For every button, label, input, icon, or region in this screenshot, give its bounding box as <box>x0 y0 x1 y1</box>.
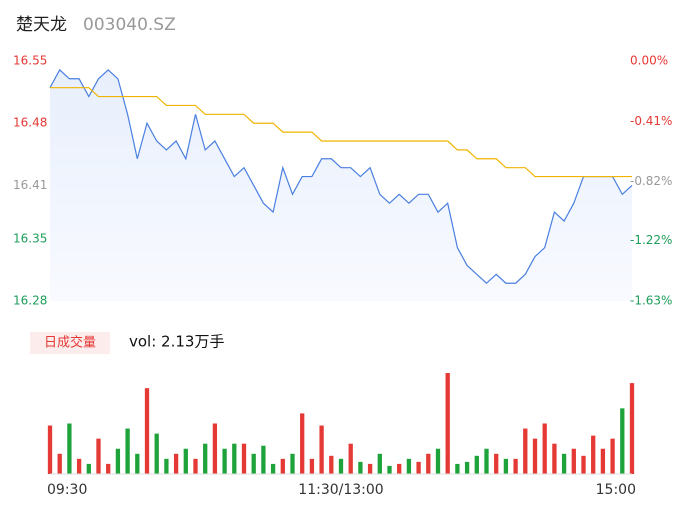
volume-tag: 日成交量 <box>44 335 96 351</box>
y-tick-label: 16.28 <box>13 294 47 308</box>
volume-bar <box>620 408 625 474</box>
volume-bar <box>203 443 208 474</box>
volume-bar <box>144 388 150 474</box>
stock-name: 楚天龙 <box>16 15 67 35</box>
volume-bar <box>426 453 431 474</box>
volume-bar <box>290 453 295 474</box>
volume-bar <box>610 438 615 474</box>
volume-bar <box>212 423 218 474</box>
y2-tick-label: 0.00% <box>630 54 668 68</box>
volume-bar <box>377 453 382 474</box>
volume-bar <box>154 433 159 474</box>
volume-bar <box>232 443 237 474</box>
volume-bar <box>494 453 499 474</box>
x-tick-label: 11:30/13:00 <box>298 482 383 498</box>
volume-bar <box>542 423 547 474</box>
volume-tag-bg <box>30 332 110 354</box>
volume-bar <box>581 455 586 474</box>
volume-bar <box>406 458 412 474</box>
volume-bar <box>387 465 392 474</box>
volume-bar <box>173 453 179 474</box>
volume-bar <box>416 461 421 474</box>
volume-bar <box>319 425 324 474</box>
volume-bar <box>96 438 101 474</box>
volume-bar <box>125 428 130 474</box>
volume-bar <box>193 458 198 474</box>
volume-bar <box>397 463 402 474</box>
volume-bar <box>47 425 53 474</box>
y-tick-label: 16.55 <box>13 54 47 68</box>
volume-bar <box>280 458 285 474</box>
volume-bar <box>445 373 450 474</box>
x-tick-label: 15:00 <box>596 482 636 498</box>
volume-bar <box>57 453 62 474</box>
volume-bar <box>484 448 489 474</box>
volume-bar <box>571 448 576 474</box>
volume-bar <box>532 438 538 474</box>
volume-bar <box>241 443 247 474</box>
volume-bar <box>358 461 363 474</box>
volume-bar <box>222 448 227 474</box>
y-tick-label: 16.41 <box>13 178 47 192</box>
volume-bar <box>67 423 72 474</box>
y2-tick-label: -0.41% <box>630 114 672 128</box>
volume-bar <box>464 461 470 474</box>
volume-bar <box>523 428 528 474</box>
volume-bar <box>135 453 140 474</box>
volume-bar <box>329 455 334 474</box>
y2-tick-label: -0.82% <box>630 174 672 188</box>
stock-code: 003040.SZ <box>83 15 176 35</box>
volume-bar <box>261 445 266 474</box>
volume-bar <box>513 458 518 474</box>
volume-bar <box>435 448 441 474</box>
volume-bar <box>455 463 460 474</box>
volume-bar <box>251 453 256 474</box>
y2-tick-label: -1.63% <box>630 294 672 308</box>
volume-bar <box>183 448 188 474</box>
volume-bar <box>561 453 567 474</box>
volume-bar <box>76 458 82 474</box>
volume-summary: vol: 2.13万手 <box>129 333 224 351</box>
y2-tick-label: -1.22% <box>630 233 672 247</box>
volume-bar <box>591 435 596 474</box>
y-tick-label: 16.35 <box>13 231 47 245</box>
volume-bar <box>474 455 479 474</box>
volume-bar <box>348 443 353 474</box>
volume-bar <box>106 463 111 474</box>
volume-bar <box>338 458 344 474</box>
volume-bar <box>164 458 169 474</box>
volume-bar <box>552 443 557 474</box>
volume-bar <box>629 383 635 474</box>
volume-bar <box>309 458 315 474</box>
volume-bar <box>86 463 91 474</box>
price-line <box>49 68 633 285</box>
y-tick-label: 16.48 <box>13 116 47 130</box>
volume-bar <box>367 463 373 474</box>
price-area <box>50 69 632 301</box>
x-tick-label: 09:30 <box>47 482 87 498</box>
volume-bar <box>270 463 276 474</box>
volume-bar <box>600 448 606 474</box>
volume-bar <box>115 448 121 474</box>
average-line <box>50 87 632 178</box>
volume-bar <box>503 458 509 474</box>
volume-bar <box>300 413 305 474</box>
